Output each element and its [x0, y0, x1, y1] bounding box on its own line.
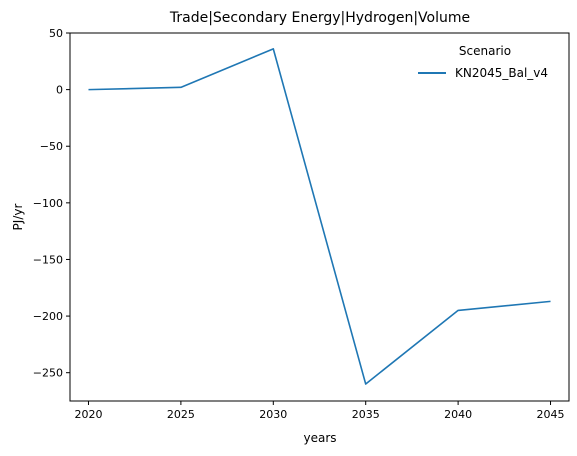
x-tick-label-2035: 2035 — [352, 408, 380, 421]
y-axis-label: PJ/yr — [11, 204, 25, 231]
y-tick-label--250: −250 — [33, 367, 63, 380]
legend-entry-kn2045-bal-v4: KN2045_Bal_v4 — [455, 66, 548, 80]
x-tick-label-2045: 2045 — [537, 408, 565, 421]
x-tick-label-2030: 2030 — [259, 408, 287, 421]
y-tick-label--200: −200 — [33, 310, 63, 323]
y-tick-label--100: −100 — [33, 197, 63, 210]
x-axis-ticks: 2020 2025 2030 2035 2040 2045 — [74, 401, 565, 421]
y-tick-label--50: −50 — [40, 140, 63, 153]
x-axis-label: years — [303, 431, 336, 445]
y-tick-label-0: 0 — [56, 84, 63, 97]
y-tick-label-50: 50 — [49, 27, 63, 40]
legend-title: Scenario — [459, 44, 511, 58]
y-axis-ticks: 50 0 −50 −100 −150 −200 −250 — [33, 27, 70, 380]
y-tick-label--150: −150 — [33, 253, 63, 266]
series-line-0 — [88, 48, 551, 385]
chart-title: Trade|Secondary Energy|Hydrogen|Volume — [169, 10, 470, 26]
plot-frame — [69, 32, 570, 402]
x-tick-label-2040: 2040 — [444, 408, 472, 421]
x-tick-label-2020: 2020 — [74, 408, 102, 421]
legend: Scenario KN2045_Bal_v4 — [418, 44, 548, 80]
series-layer — [88, 48, 551, 385]
x-tick-label-2025: 2025 — [167, 408, 195, 421]
